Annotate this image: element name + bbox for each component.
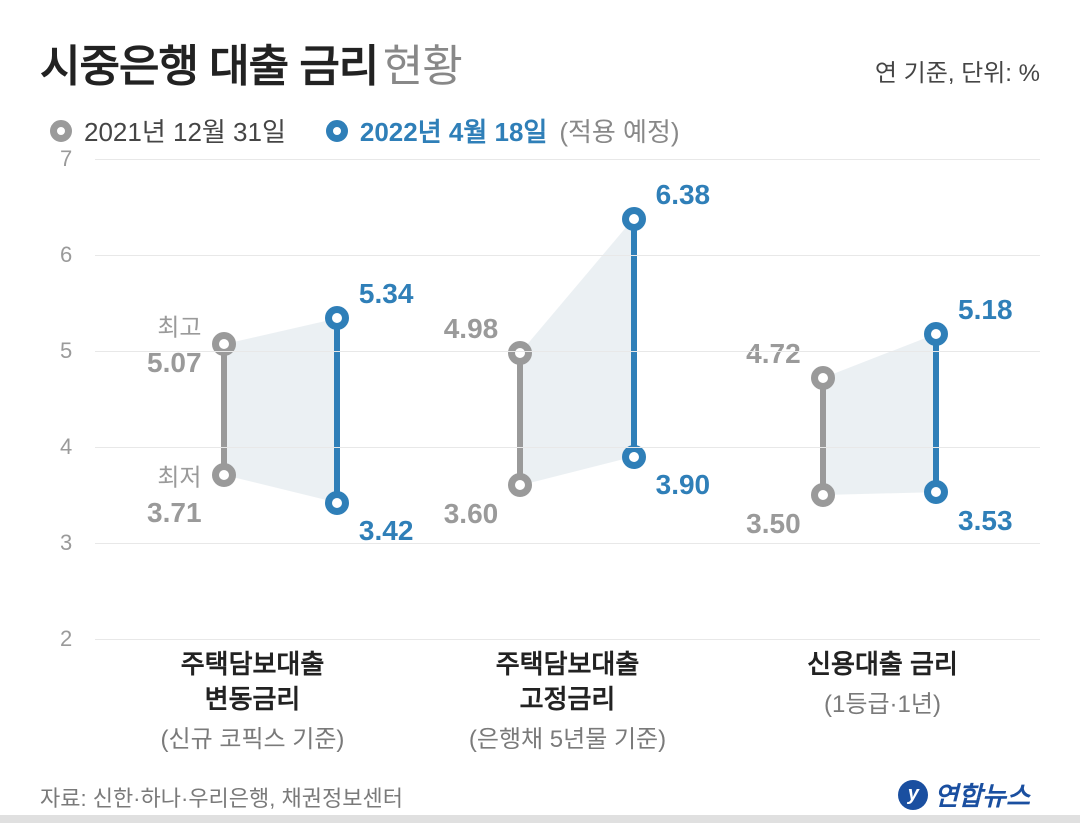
x-label-sub: (신규 코픽스 기준): [95, 719, 410, 754]
legend-label-b: 2022년 4월 18일: [360, 112, 547, 149]
value-label: 3.71: [147, 497, 202, 529]
chart-group: 5.073.71최고최저5.343.42: [133, 159, 417, 639]
bottom-bar: [0, 815, 1080, 823]
page-title: 시중은행 대출 금리 현황: [40, 30, 462, 94]
x-axis-labels: 주택담보대출변동금리(신규 코픽스 기준)주택담보대출고정금리(은행채 5년물 …: [95, 647, 1040, 754]
value-label: 6.38: [656, 179, 711, 211]
value-label: 4.72: [746, 338, 801, 370]
x-label-sub: (은행채 5년물 기준): [410, 719, 725, 754]
legend: 2021년 12월 31일 2022년 4월 18일 (적용 예정): [40, 112, 1040, 149]
connector-svg: [738, 159, 1022, 639]
value-label: 3.90: [656, 469, 711, 501]
range-line: [517, 353, 523, 485]
marker-high: [325, 306, 349, 330]
legend-note-b: (적용 예정): [559, 112, 679, 149]
chart: 234567 5.073.71최고최저5.343.424.983.606.383…: [60, 159, 1040, 639]
range-line: [221, 344, 227, 475]
title-bold: 시중은행 대출 금리: [40, 42, 378, 91]
connector-svg: [133, 159, 417, 639]
grid-line: [95, 639, 1040, 640]
range-line: [334, 318, 340, 502]
source-text: 자료: 신한·하나·우리은행, 채권정보센터: [40, 781, 403, 813]
plot-area: 5.073.71최고최저5.343.424.983.606.383.904.72…: [95, 159, 1040, 639]
chart-group: 4.98 3.60 6.38 3.90: [435, 159, 719, 639]
brand: y 연합뉴스: [898, 776, 1030, 813]
range-line: [820, 378, 826, 495]
x-label-sub: (1등급·1년): [725, 684, 1040, 719]
y-tick: 3: [60, 530, 72, 556]
legend-item-b: 2022년 4월 18일 (적용 예정): [326, 112, 680, 149]
marker-high: [924, 322, 948, 346]
annotation-low: 최저: [157, 457, 201, 492]
value-label: 3.53: [958, 505, 1013, 537]
connector-svg: [435, 159, 719, 639]
marker-low: [508, 473, 532, 497]
x-label-main: 주택담보대출변동금리: [95, 647, 410, 717]
grid-line: [95, 543, 1040, 544]
y-axis: 234567: [60, 159, 90, 639]
grid-line: [95, 447, 1040, 448]
brand-text: 연합뉴스: [934, 776, 1030, 813]
title-light: 현황: [383, 42, 462, 91]
marker-low: [212, 463, 236, 487]
marker-high: [508, 341, 532, 365]
marker-low: [622, 445, 646, 469]
header-row: 시중은행 대출 금리 현황 연 기준, 단위: %: [40, 30, 1040, 94]
grid-line: [95, 159, 1040, 160]
marker-low: [325, 491, 349, 515]
y-tick: 4: [60, 434, 72, 460]
brand-icon: y: [898, 780, 928, 810]
value-label: 5.07: [147, 347, 202, 379]
marker-low: [811, 483, 835, 507]
marker-high: [212, 332, 236, 356]
legend-item-a: 2021년 12월 31일: [50, 112, 286, 149]
y-tick: 5: [60, 338, 72, 364]
marker-low: [924, 480, 948, 504]
footer: 자료: 신한·하나·우리은행, 채권정보센터 y 연합뉴스: [40, 776, 1040, 813]
x-label-group: 주택담보대출고정금리(은행채 5년물 기준): [410, 647, 725, 754]
marker-high: [811, 366, 835, 390]
legend-label-a: 2021년 12월 31일: [84, 112, 286, 149]
marker-high: [622, 207, 646, 231]
chart-group: 4.72 3.50 5.18 3.53: [738, 159, 1022, 639]
y-tick: 2: [60, 626, 72, 652]
y-tick: 7: [60, 146, 72, 172]
x-label-group: 주택담보대출변동금리(신규 코픽스 기준): [95, 647, 410, 754]
value-label: 5.34: [359, 278, 414, 310]
legend-marker-a: [50, 120, 72, 142]
grid-line: [95, 255, 1040, 256]
y-tick: 6: [60, 242, 72, 268]
grid-line: [95, 351, 1040, 352]
x-label-main: 신용대출 금리: [725, 647, 1040, 682]
range-line: [933, 334, 939, 492]
value-label: 3.50: [746, 508, 801, 540]
value-label: 3.60: [444, 498, 499, 530]
unit-text: 연 기준, 단위: %: [875, 53, 1040, 88]
x-label-group: 신용대출 금리(1등급·1년): [725, 647, 1040, 754]
value-label: 4.98: [444, 313, 499, 345]
annotation-high: 최고: [157, 308, 201, 343]
value-label: 5.18: [958, 294, 1013, 326]
x-label-main: 주택담보대출고정금리: [410, 647, 725, 717]
legend-marker-b: [326, 120, 348, 142]
